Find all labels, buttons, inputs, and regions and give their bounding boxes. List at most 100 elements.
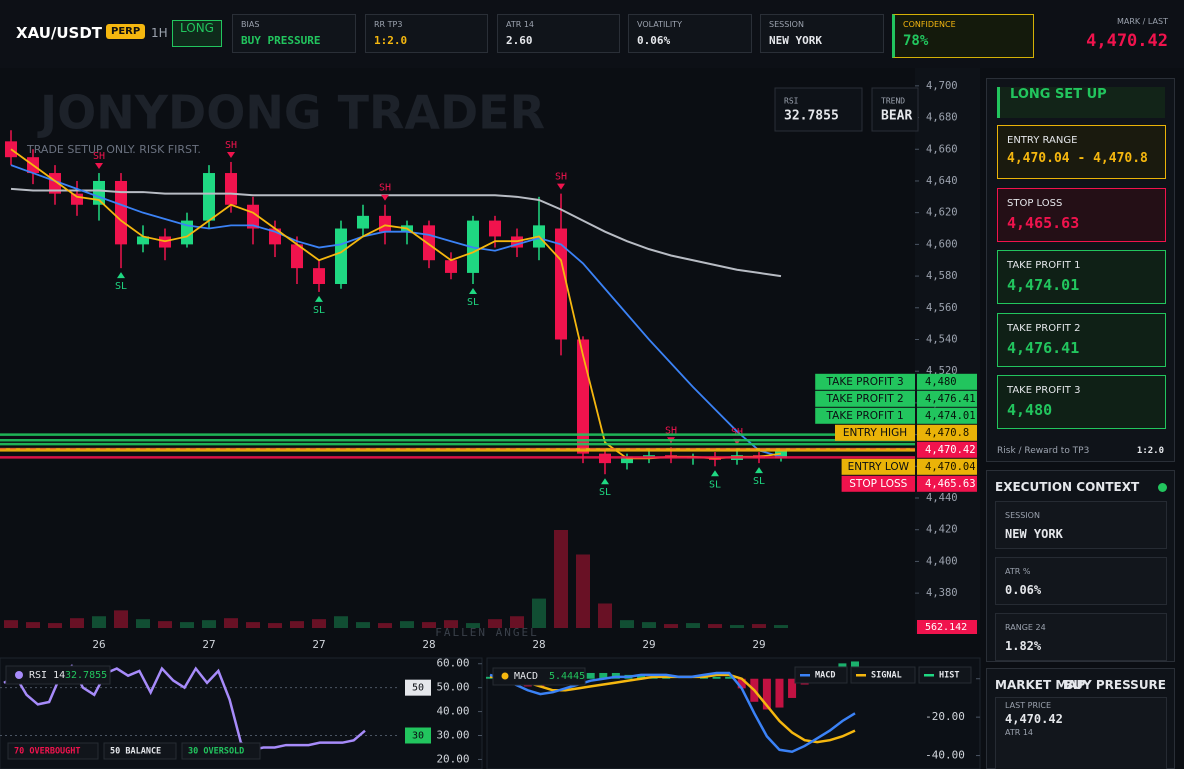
level-name-tag [815, 407, 915, 424]
volume-bar [70, 618, 84, 628]
legend-chip [103, 742, 177, 760]
market-map-status: BUY PRESSURE [1064, 678, 1166, 692]
main-panel-bg [0, 68, 980, 634]
x-tick-label: 28 [422, 638, 435, 651]
candle-body [291, 244, 303, 269]
volume-bar [620, 620, 634, 628]
candle-body [423, 225, 435, 261]
x-tick-label: 27 [312, 638, 325, 651]
threshold-label: 50 [412, 683, 424, 694]
card-label: CONFIDENCE [903, 20, 956, 29]
setup-card-label: TAKE PROFIT 1 [1007, 260, 1081, 271]
macd-title: MACD [514, 671, 538, 682]
stat-value: BEAR [881, 109, 912, 124]
volume-bar [48, 623, 62, 628]
candle-body [489, 220, 501, 237]
threshold-tag [405, 679, 431, 696]
y-tick-label: -20.00 [925, 710, 965, 723]
mark-label: MARK / LAST [1116, 17, 1168, 26]
y-tick-label: 4,560 [926, 302, 958, 314]
setup-title: LONG SET UP [997, 87, 1165, 118]
volume-bar [158, 621, 172, 628]
market-value: 4,470.42 [1005, 712, 1063, 726]
level-value-tag [917, 458, 977, 475]
rr-label: Risk / Reward to TP3 [997, 446, 1090, 456]
histogram-bar [775, 678, 784, 708]
level-value-label: 4,470.8 [925, 427, 969, 439]
histogram-bar [637, 674, 646, 679]
histogram-bar [586, 672, 595, 679]
candle-body [5, 141, 17, 158]
level-value-tag [917, 441, 977, 458]
swing-label: SL [115, 281, 127, 292]
level-value-label: 4,470.04 [925, 461, 976, 473]
y-tick-label: 4,380 [926, 587, 958, 599]
swing-label: SL [753, 476, 765, 487]
macd-value: 5.4445 [549, 671, 585, 682]
x-tick-label: 26 [92, 638, 105, 651]
level-name-label: TAKE PROFIT 1 [826, 410, 904, 422]
volume-label: 562.142 [925, 622, 967, 633]
candle-body [115, 180, 127, 245]
setup-card-label: ENTRY RANGE [1007, 135, 1078, 146]
y-tick-label: -40.00 [925, 749, 965, 762]
watermark-subtitle: TRADE SETUP ONLY. RISK FIRST. [26, 143, 201, 156]
legend-label: 70 OVERBOUGHT [14, 747, 81, 757]
card-label: VOLATILITY [637, 20, 682, 29]
moving-average [10, 164, 782, 458]
volume-bar [532, 598, 546, 628]
volume-bar [444, 620, 458, 628]
context-value: 1.82% [1005, 639, 1042, 653]
setup-card-value: 4,470.04 - 4,470.8 [1007, 151, 1148, 166]
level-name-label: TAKE PROFIT 3 [826, 376, 904, 388]
level-name-label: STOP LOSS [849, 478, 907, 490]
swing-label: SH [555, 172, 567, 183]
threshold-tag [405, 727, 431, 744]
legend-chip [794, 666, 848, 684]
price-axis-bg [915, 68, 980, 634]
volume-tag [917, 620, 977, 634]
header-card: ATR 14 2.60 [497, 14, 620, 53]
volume-bar [224, 618, 238, 628]
volume-bar [510, 616, 524, 628]
context-value: 0.06% [1005, 583, 1042, 597]
market-item: LAST PRICE 4,470.42 ATR 14 [995, 697, 1167, 769]
rsi-dot [15, 671, 23, 679]
volume-bar [686, 623, 700, 628]
x-tick-label: 29 [642, 638, 655, 651]
volume-bar [378, 623, 392, 628]
volume-bar [466, 623, 480, 628]
setup-card: ENTRY RANGE 4,470.04 - 4,470.8 [997, 125, 1166, 179]
context-label: ATR % [1005, 567, 1031, 576]
candle-body [621, 456, 633, 464]
volume-bar [246, 622, 260, 628]
threshold-label: 30 [412, 731, 424, 742]
candle-body [445, 260, 457, 273]
watermark-annotation: FALLEN ANGEL [435, 626, 538, 639]
volume-bar [312, 619, 326, 628]
market-map-panel: MARKET MAP BUY PRESSURE LAST PRICE 4,470.42… [986, 668, 1175, 769]
candle-body [137, 236, 149, 245]
volume-bar [334, 616, 348, 628]
execution-panel: EXECUTION CONTEXT SESSION NEW YORK ATR % 0.0… [986, 470, 1175, 662]
histogram-bar [762, 678, 771, 710]
volume-bar [268, 623, 282, 628]
level-value-tag [917, 407, 977, 424]
candle-body [379, 215, 391, 232]
volume-bar [26, 622, 40, 628]
side-badge: LONG [172, 20, 222, 47]
setup-card-label: TAKE PROFIT 2 [1007, 322, 1081, 334]
context-item: RANGE 24 1.82% [995, 613, 1167, 661]
card-value: 2.60 [506, 34, 533, 47]
swing-arrow [381, 194, 389, 201]
level-value-label: 4,470.42 [925, 444, 976, 456]
stat-box [871, 87, 919, 132]
volume-bar [290, 621, 304, 628]
y-tick-label: 4,540 [926, 333, 958, 345]
setup-card-label: TAKE PROFIT 3 [1007, 385, 1081, 396]
volume-bar [708, 624, 722, 628]
level-name-tag [835, 424, 915, 441]
header-card: SESSION NEW YORK [760, 14, 884, 53]
swing-label: SL [313, 305, 325, 316]
volume-bar [730, 625, 744, 628]
